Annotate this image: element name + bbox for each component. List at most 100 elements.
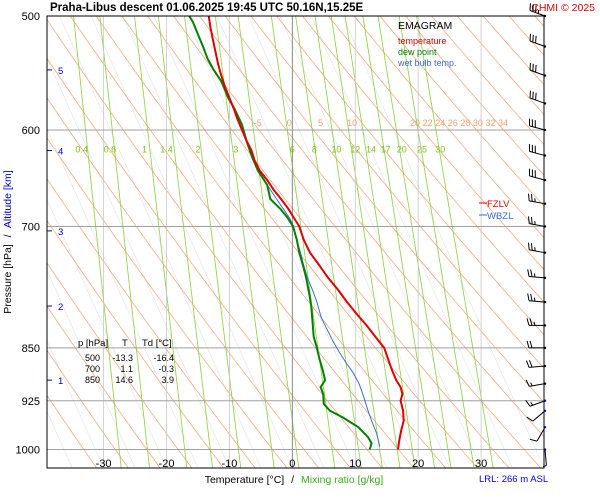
dry-adiabat-line bbox=[405, 16, 544, 176]
wind-barb-feather bbox=[529, 340, 533, 349]
wind-barb-feather bbox=[535, 5, 537, 13]
wind-barb-feather bbox=[526, 318, 530, 326]
mixing-ratio-label: 17 bbox=[380, 145, 390, 155]
mixing-ratio-line bbox=[73, 16, 122, 468]
x-axis-label-temperature: Temperature [°C] bbox=[205, 474, 285, 486]
altitude-tick-label: 3 bbox=[58, 227, 63, 238]
x-axis-label-mixing: Mixing ratio [g/kg] bbox=[301, 474, 383, 486]
legend-title: EMAGRAM bbox=[398, 20, 452, 32]
mixing-ratio-label: 14 bbox=[366, 145, 376, 155]
pressure-tick-label: 600 bbox=[22, 125, 40, 137]
table-row-td: -16.4 bbox=[153, 353, 174, 363]
summary-table: p [hPa] T Td [°C] 500 -13.3 -16.4 700 1.… bbox=[78, 338, 174, 385]
wind-barb-feather bbox=[529, 90, 531, 98]
dry-adiabat-line bbox=[47, 349, 129, 468]
temperature-tick-label: 0 bbox=[289, 458, 295, 470]
dry-adiabat-line bbox=[47, 137, 288, 468]
mixing-ratio-label: 6 bbox=[290, 145, 295, 155]
wind-barbs bbox=[525, 3, 547, 468]
fzlv-label: FZLV bbox=[487, 199, 510, 210]
mixing-ratio-line bbox=[416, 16, 494, 468]
pressure-tick-label: 925 bbox=[22, 396, 40, 408]
wind-barb-feather bbox=[525, 379, 530, 387]
wind-barb-staff bbox=[529, 200, 546, 205]
wind-barb-half-feather bbox=[533, 273, 536, 278]
mixing-ratio-line bbox=[362, 16, 435, 468]
wind-barb-staff bbox=[529, 40, 546, 47]
wind-barb-feather bbox=[525, 360, 530, 368]
wind-barb-base bbox=[543, 102, 547, 105]
wind-barb-half-feather bbox=[530, 401, 534, 406]
dry-adiabat-label: -5 bbox=[254, 118, 262, 128]
y-axis-label-altitude: Altitude [km] bbox=[2, 170, 14, 228]
legend-item-dewpoint: dew point bbox=[398, 47, 437, 57]
wind-barb-staff bbox=[529, 249, 546, 254]
mixing-ratio-label: 0.4 bbox=[75, 145, 88, 155]
wind-barb-feather bbox=[530, 194, 533, 202]
wind-barb-feather bbox=[530, 216, 533, 225]
wind-barb-base bbox=[543, 324, 547, 327]
dry-adiabat-line bbox=[457, 16, 544, 116]
table-row-p: 850 bbox=[85, 375, 100, 385]
wind-barb-feather bbox=[527, 216, 530, 224]
dry-adiabat-line bbox=[47, 97, 319, 468]
plot-profiles bbox=[188, 16, 405, 450]
temperature-axis: -30 -20 -10 0 10 20 30 bbox=[96, 458, 488, 470]
mixing-ratio-label: 1 bbox=[142, 145, 147, 155]
mixing-ratio-label: 3 bbox=[233, 145, 238, 155]
dry-adiabat-line bbox=[47, 394, 97, 468]
table-row-t: 14.6 bbox=[115, 375, 133, 385]
wind-barb bbox=[528, 168, 547, 182]
wind-barb bbox=[527, 216, 547, 228]
wind-barb bbox=[529, 3, 547, 18]
dry-adiabat-line bbox=[276, 16, 544, 336]
mixing-ratio-label: 10 bbox=[331, 145, 341, 155]
wind-barb bbox=[542, 448, 547, 468]
table-row-t: 1.1 bbox=[120, 364, 133, 374]
mixing-ratio-label: 1.4 bbox=[160, 145, 173, 155]
wind-barb-staff bbox=[536, 426, 546, 442]
y-axis-title: Pressure [hPa] / Altitude [km] bbox=[2, 170, 14, 313]
dry-adiabat-line bbox=[431, 16, 544, 146]
wind-barb-feather bbox=[535, 64, 537, 73]
wind-barb-staff bbox=[532, 410, 546, 422]
wind-barb bbox=[526, 340, 547, 350]
wind-barb-feather bbox=[529, 438, 538, 442]
plot-frame bbox=[46, 15, 545, 469]
temperature-tick-label: 30 bbox=[475, 458, 487, 470]
level-markers: FZLV WBZL bbox=[479, 199, 513, 222]
legend-box: EMAGRAM temperature dew point wet bulb t… bbox=[397, 20, 457, 68]
wind-barb-feather bbox=[530, 293, 533, 302]
dry-adiabat-line bbox=[95, 16, 446, 468]
wind-barb-staff bbox=[529, 69, 546, 77]
legend-item-temperature: temperature bbox=[398, 36, 447, 46]
wind-barb-feather bbox=[528, 360, 533, 368]
wind-barb bbox=[529, 426, 547, 442]
dry-adiabat-label: 10 bbox=[347, 118, 357, 128]
temperature-profile bbox=[207, 16, 405, 450]
wind-barb-base bbox=[543, 154, 547, 157]
moist-adiabat-line bbox=[47, 269, 136, 468]
moist-adiabat-line bbox=[90, 16, 293, 468]
mixing-ratio-line bbox=[330, 16, 401, 468]
dry-adiabat-label: 28 bbox=[460, 118, 470, 128]
table-row-td: 3.9 bbox=[161, 375, 174, 385]
pressure-tick-label: 700 bbox=[22, 221, 40, 233]
pressure-tick-label: 500 bbox=[22, 11, 40, 23]
dry-adiabat-label: 30 bbox=[473, 118, 483, 128]
table-header-p: p [hPa] bbox=[78, 338, 108, 349]
wind-barb-half-feather bbox=[533, 321, 536, 326]
wind-barb-feather bbox=[535, 35, 537, 44]
wind-barb-feather bbox=[529, 3, 531, 11]
wind-barb-base bbox=[543, 448, 547, 451]
wind-barb-base bbox=[543, 300, 547, 304]
mixing-ratio-line bbox=[184, 16, 242, 468]
lrl-label: LRL: 266 m ASL bbox=[479, 474, 548, 485]
mixing-ratio-line bbox=[377, 16, 452, 468]
dry-adiabat-line bbox=[250, 16, 544, 369]
wind-barb-base bbox=[543, 426, 547, 429]
dry-adiabat-line bbox=[47, 219, 224, 468]
dry-adiabat-line bbox=[199, 16, 544, 438]
mixing-ratio-label: 2 bbox=[195, 145, 200, 155]
altitude-tick-label: 4 bbox=[58, 147, 63, 158]
